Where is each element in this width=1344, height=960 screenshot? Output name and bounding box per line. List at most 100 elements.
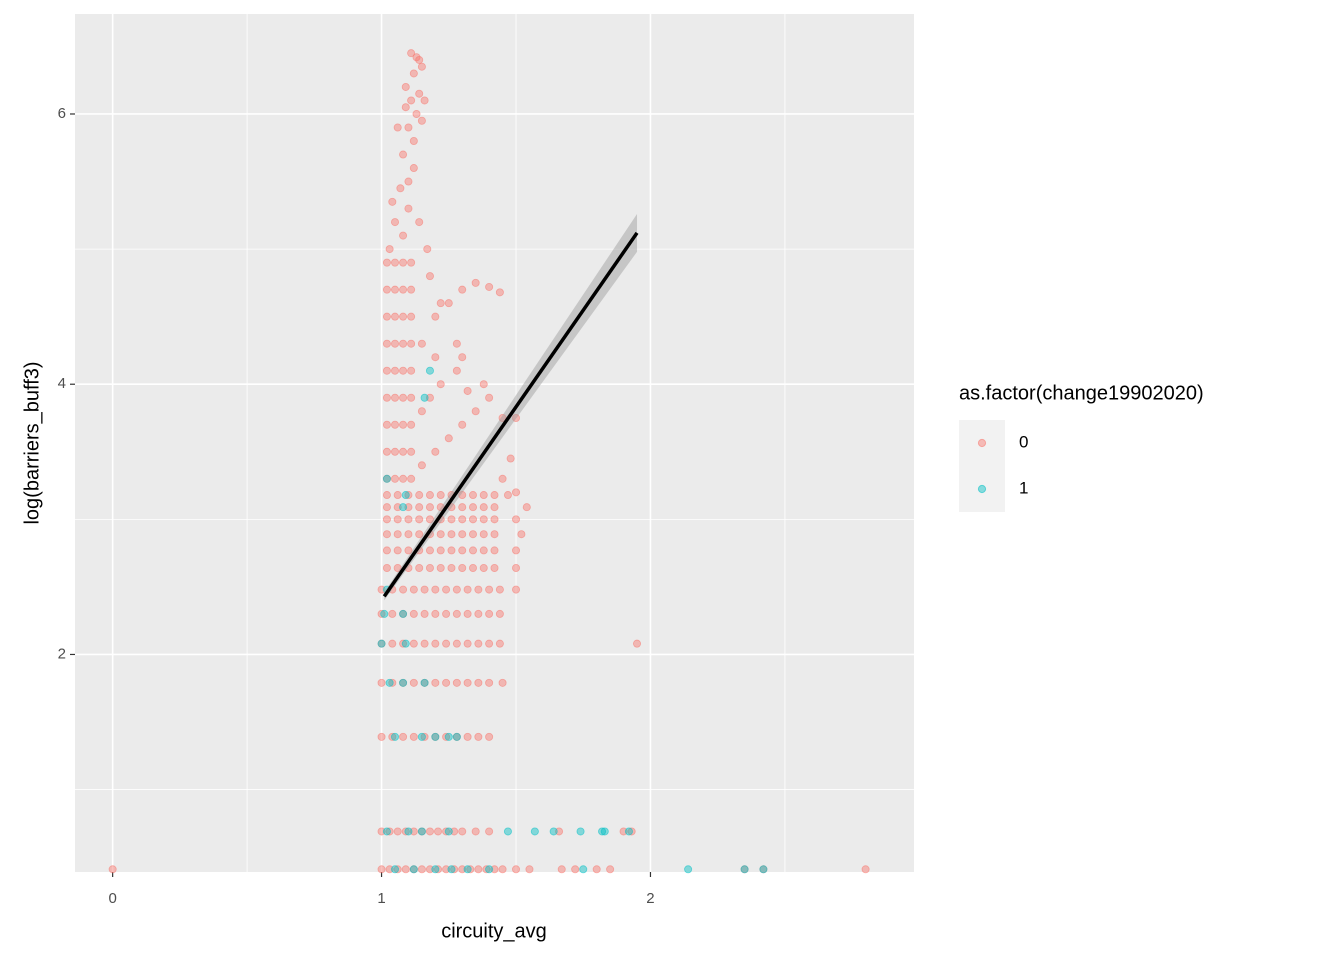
point xyxy=(479,530,488,539)
point xyxy=(517,530,526,539)
point xyxy=(423,245,432,254)
point xyxy=(463,678,472,687)
x-tick-label: 2 xyxy=(646,890,654,907)
point xyxy=(377,678,386,687)
point xyxy=(452,585,461,594)
point xyxy=(452,678,461,687)
point xyxy=(452,366,461,375)
point xyxy=(407,49,416,58)
point xyxy=(425,546,434,555)
point xyxy=(463,639,472,648)
point xyxy=(471,278,480,287)
point xyxy=(391,339,400,348)
point xyxy=(463,585,472,594)
x-tick-label: 0 xyxy=(108,890,116,907)
point xyxy=(404,491,413,500)
point xyxy=(458,546,467,555)
point xyxy=(490,546,499,555)
point xyxy=(377,639,386,648)
point xyxy=(474,609,483,618)
point xyxy=(525,865,534,874)
point xyxy=(404,546,413,555)
point xyxy=(458,285,467,294)
point xyxy=(420,678,429,687)
point xyxy=(479,380,488,389)
point xyxy=(417,827,426,836)
point xyxy=(684,865,693,874)
point xyxy=(450,865,459,874)
point xyxy=(415,89,424,98)
point xyxy=(377,827,386,836)
point xyxy=(485,282,494,291)
point xyxy=(624,827,633,836)
point xyxy=(468,503,477,512)
legend-key xyxy=(977,484,987,494)
point xyxy=(485,678,494,687)
point xyxy=(431,609,440,618)
point xyxy=(399,339,408,348)
point xyxy=(479,515,488,524)
point xyxy=(407,474,416,483)
point xyxy=(512,585,521,594)
point xyxy=(425,366,434,375)
point xyxy=(385,827,394,836)
point xyxy=(404,123,413,132)
point xyxy=(436,563,445,572)
point xyxy=(382,420,391,429)
point xyxy=(425,503,434,512)
point xyxy=(576,827,585,836)
point xyxy=(407,366,416,375)
point xyxy=(401,827,410,836)
point xyxy=(627,827,636,836)
point xyxy=(490,865,499,874)
point xyxy=(474,678,483,687)
point xyxy=(458,353,467,362)
point xyxy=(458,420,467,429)
legend-key-background xyxy=(959,420,1005,512)
point xyxy=(474,865,483,874)
point xyxy=(442,639,451,648)
point xyxy=(415,218,424,227)
point xyxy=(388,678,397,687)
point xyxy=(391,393,400,402)
point xyxy=(436,491,445,500)
point xyxy=(512,546,521,555)
point xyxy=(425,865,434,874)
legend-label: 0 xyxy=(1019,432,1028,451)
point xyxy=(503,827,512,836)
point xyxy=(409,678,418,687)
point xyxy=(452,732,461,741)
point xyxy=(399,474,408,483)
point xyxy=(471,407,480,416)
point xyxy=(442,732,451,741)
point xyxy=(404,177,413,186)
point xyxy=(377,732,386,741)
point xyxy=(434,827,443,836)
point xyxy=(425,393,434,402)
y-tick-label: 2 xyxy=(58,645,66,662)
point xyxy=(579,865,588,874)
point xyxy=(468,546,477,555)
point xyxy=(399,150,408,159)
point xyxy=(382,474,391,483)
point xyxy=(431,865,440,874)
point xyxy=(490,563,499,572)
point xyxy=(474,639,483,648)
point xyxy=(444,299,453,308)
y-axis-label: log(barriers_buff3) xyxy=(21,361,43,524)
point xyxy=(385,865,394,874)
point xyxy=(485,827,494,836)
point xyxy=(412,53,421,62)
point xyxy=(415,515,424,524)
point xyxy=(393,827,402,836)
point xyxy=(401,103,410,112)
point xyxy=(415,491,424,500)
point xyxy=(399,609,408,618)
point xyxy=(420,609,429,618)
point xyxy=(436,380,445,389)
point xyxy=(447,865,456,874)
point xyxy=(495,609,504,618)
point xyxy=(420,732,429,741)
point xyxy=(407,393,416,402)
point xyxy=(522,503,531,512)
